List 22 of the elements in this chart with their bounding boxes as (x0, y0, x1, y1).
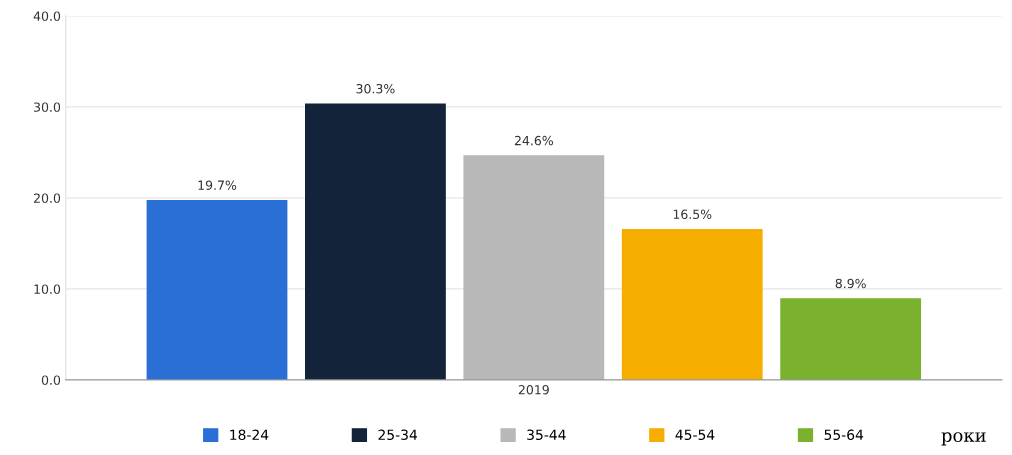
x-axis-title: роки (941, 432, 986, 446)
bar (780, 298, 922, 380)
legend-label: 25-34 (378, 429, 418, 440)
data-label: 8.9% (835, 278, 866, 289)
legend-label: 18-24 (230, 429, 269, 440)
data-label: 19.7% (198, 180, 237, 190)
y-tick-label: 0.0 (41, 375, 61, 385)
y-tick-label: 30.0 (34, 102, 61, 112)
bar (463, 155, 605, 380)
y-tick-label: 20.0 (34, 193, 61, 203)
y-tick-label: 40.0 (33, 11, 61, 21)
data-label: 30.3% (356, 83, 395, 94)
legend-label: 35-44 (527, 429, 566, 440)
y-tick-label: 10.0 (34, 284, 61, 294)
bar (146, 199, 288, 380)
legend-label: 45-54 (675, 429, 715, 440)
bar (305, 103, 446, 380)
data-label: 16.5% (673, 209, 712, 220)
legend-label: 55-64 (824, 429, 864, 440)
x-tick-label: 2019 (518, 385, 549, 395)
data-label: 24.6% (514, 135, 553, 146)
bar (621, 229, 763, 380)
